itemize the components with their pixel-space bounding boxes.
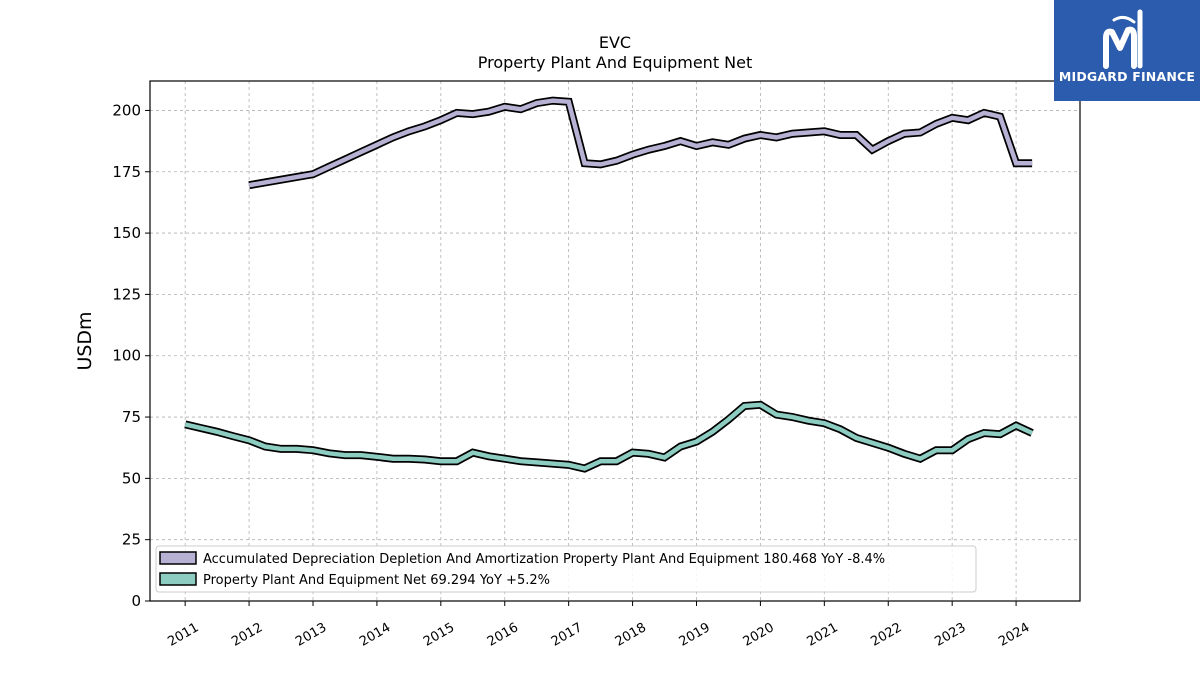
x-tick-label: 2020 xyxy=(741,620,777,650)
logo-mark-icon xyxy=(1103,9,1143,69)
y-tick-label: 100 xyxy=(112,347,141,365)
x-tick-label: 2018 xyxy=(613,620,649,650)
x-tick-label: 2022 xyxy=(868,620,904,650)
x-tick-label: 2014 xyxy=(357,620,393,650)
legend-label-ppe-net: Property Plant And Equipment Net 69.294 … xyxy=(203,573,550,588)
x-tick-label: 2017 xyxy=(549,620,585,650)
y-tick-label: 200 xyxy=(112,101,141,119)
y-axis: 0 25 50 75 100 125 150 175 200 xyxy=(112,101,150,610)
x-tick-label: 2019 xyxy=(677,620,713,650)
y-tick-label: 150 xyxy=(112,224,141,242)
y-tick-label: 50 xyxy=(122,469,141,487)
x-axis: 2011 2012 2013 2014 2015 2016 2017 2018 2019 2020… xyxy=(165,601,1032,650)
y-tick-label: 125 xyxy=(112,285,141,303)
y-tick-label: 25 xyxy=(122,531,141,549)
x-tick-label: 2016 xyxy=(485,620,521,650)
x-tick-label: 2013 xyxy=(293,620,329,650)
x-tick-label: 2015 xyxy=(421,620,457,650)
x-tick-label: 2011 xyxy=(165,620,201,650)
series-lines xyxy=(184,96,1034,473)
legend-swatch-accumulated-depreciation xyxy=(159,551,197,565)
chart-subtitle: Property Plant And Equipment Net xyxy=(478,53,753,72)
plot-area xyxy=(150,81,1080,601)
legend-swatch-ppe-net xyxy=(159,572,197,586)
x-tick-label: 2012 xyxy=(229,620,265,650)
legend-label-accumulated-depreciation: Accumulated Depreciation Depletion And A… xyxy=(203,552,885,567)
y-tick-label: 75 xyxy=(122,408,141,426)
y-tick-label: 0 xyxy=(131,592,141,610)
x-tick-label: 2024 xyxy=(996,620,1032,650)
logo-text: MIDGARD FINANCE xyxy=(1058,69,1196,84)
chart-title: EVC xyxy=(599,33,631,52)
x-tick-label: 2023 xyxy=(932,620,968,650)
x-tick-label: 2021 xyxy=(804,620,840,650)
plot-frame xyxy=(149,80,1081,602)
y-tick-label: 175 xyxy=(112,163,141,181)
legend-box xyxy=(155,545,977,593)
y-axis-label: USDm xyxy=(74,311,96,370)
grid xyxy=(150,81,1080,602)
series-line-ppe-net xyxy=(184,402,1034,471)
brand-logo: MIDGARD FINANCE xyxy=(1054,0,1200,101)
legend: Accumulated Depreciation Depletion And A… xyxy=(155,545,977,593)
